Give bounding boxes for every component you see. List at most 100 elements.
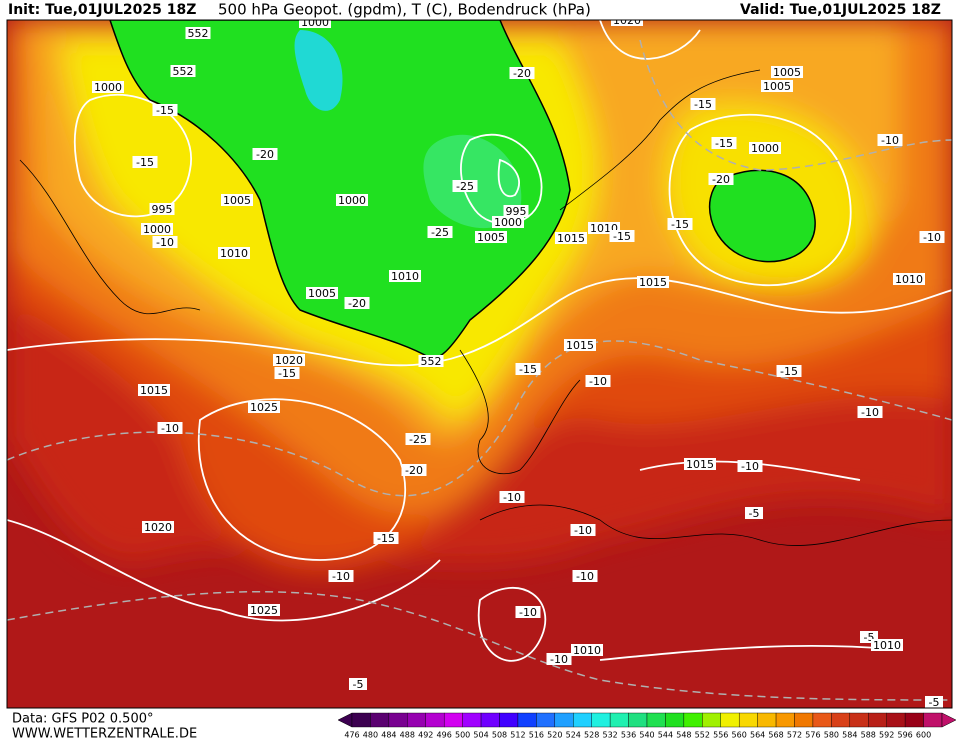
contour-label: 1015 [140, 384, 168, 397]
contour-label-box [389, 270, 421, 282]
contour-label: -15 [156, 104, 174, 117]
scale-swatch [499, 712, 519, 728]
contour-label: 1005 [763, 80, 791, 93]
scale-label: 496 [437, 731, 452, 740]
contour-label: -10 [923, 231, 941, 244]
contour-label-box [708, 173, 734, 185]
map-title: 500 hPa Geopot. (gpdm), T (C), Bodendruc… [218, 1, 591, 19]
scale-swatch [370, 712, 390, 728]
contour-label: -20 [513, 67, 531, 80]
contour-label: -25 [456, 180, 474, 193]
contour-label: -10 [550, 653, 568, 666]
contour-label-box [925, 696, 943, 708]
contour-label: 1025 [250, 401, 278, 414]
contour-label: -10 [574, 524, 592, 537]
scale-swatch [462, 712, 482, 728]
scale-swatch [665, 712, 685, 728]
scale-swatch [849, 712, 869, 728]
contour-label: 1000 [301, 16, 329, 29]
contour-label-box [749, 142, 781, 154]
scale-swatch [923, 712, 943, 728]
contour-label: 552 [421, 355, 442, 368]
contour-label-box [871, 639, 903, 651]
scale-label: 488 [400, 731, 415, 740]
color-scale: 476 480 484 488 492 496 500 504 508 512 516 520 524 5… [337, 712, 957, 740]
data-source: Data: GFS P02 0.500° [12, 712, 154, 727]
contour-label-box [585, 375, 611, 387]
contour-label: -10 [861, 406, 879, 419]
contour-label: 1005 [308, 287, 336, 300]
contour-label: -15 [671, 218, 689, 231]
contour-label-box [299, 20, 331, 28]
contour-label: -15 [613, 230, 631, 243]
contour-label-box [761, 80, 793, 92]
scale-label: 596 [897, 731, 912, 740]
scale-label: 548 [676, 731, 691, 740]
contour-label-box [141, 223, 173, 235]
scale-label: 576 [805, 731, 820, 740]
contour-label: 1020 [144, 521, 172, 534]
scale-label: 480 [363, 731, 378, 740]
contour-label: -20 [348, 297, 366, 310]
scale-label: 524 [566, 731, 581, 740]
scale-swatch [757, 712, 777, 728]
contour-label-box [336, 194, 368, 206]
scale-label: 588 [861, 731, 876, 740]
scale-label: 572 [787, 731, 802, 740]
contour-label: -5 [864, 631, 875, 644]
contour-label-box [218, 247, 250, 259]
contour-label: 552 [173, 65, 194, 78]
scale-label: 484 [381, 731, 396, 740]
scale-label: 532 [602, 731, 617, 740]
contour-label-box [152, 236, 178, 248]
contour-label-box [893, 273, 925, 285]
contour-label: -5 [749, 507, 760, 520]
contour-label-box [157, 422, 183, 434]
scale-swatch [351, 712, 371, 728]
scale-label: 568 [768, 731, 783, 740]
scale-swatch [609, 712, 629, 728]
scale-swatch [775, 712, 795, 728]
contour-label: -15 [519, 363, 537, 376]
contour-label-box [274, 367, 300, 379]
contour-label-box [427, 226, 453, 238]
contour-label-box [745, 507, 763, 519]
contour-label-box [684, 458, 716, 470]
contour-label: -5 [353, 678, 364, 691]
init-time: Init: Tue,01JUL2025 18Z [8, 2, 196, 18]
scale-label: 516 [529, 731, 544, 740]
contour-label: 1000 [751, 142, 779, 155]
contour-label-box [405, 433, 431, 445]
map-area: 10005525521000-15-15-2099510051000-10101… [7, 16, 952, 709]
contour-label: 1005 [223, 194, 251, 207]
scale-label: 540 [639, 731, 654, 740]
contour-label-box [571, 644, 603, 656]
contour-label: 1000 [338, 194, 366, 207]
scale-swatch [536, 712, 556, 728]
contour-label: 1015 [639, 276, 667, 289]
scale-label: 508 [492, 731, 507, 740]
contour-label-box [132, 156, 158, 168]
scale-label: 560 [732, 731, 747, 740]
contour-label-box [572, 570, 598, 582]
contour-label: -15 [278, 367, 296, 380]
contour-label: 1025 [250, 604, 278, 617]
scale-swatch [517, 712, 537, 728]
contour-label-box [138, 384, 170, 396]
isotherms [7, 39, 952, 701]
contour-label: 1000 [94, 81, 122, 94]
contour-label-box [609, 230, 635, 242]
scale-arrow-left [337, 712, 353, 728]
contour-label: -10 [332, 570, 350, 583]
scale-swatch [702, 712, 721, 728]
contour-label-box [349, 678, 367, 690]
contour-label: 1015 [566, 339, 594, 352]
contour-label: -15 [377, 532, 395, 545]
scale-swatch [683, 712, 703, 728]
contour-label: -5 [929, 696, 940, 709]
contour-label: -10 [881, 134, 899, 147]
contour-label-box [492, 216, 524, 228]
scale-swatch [388, 712, 408, 728]
scale-swatch [904, 712, 924, 728]
